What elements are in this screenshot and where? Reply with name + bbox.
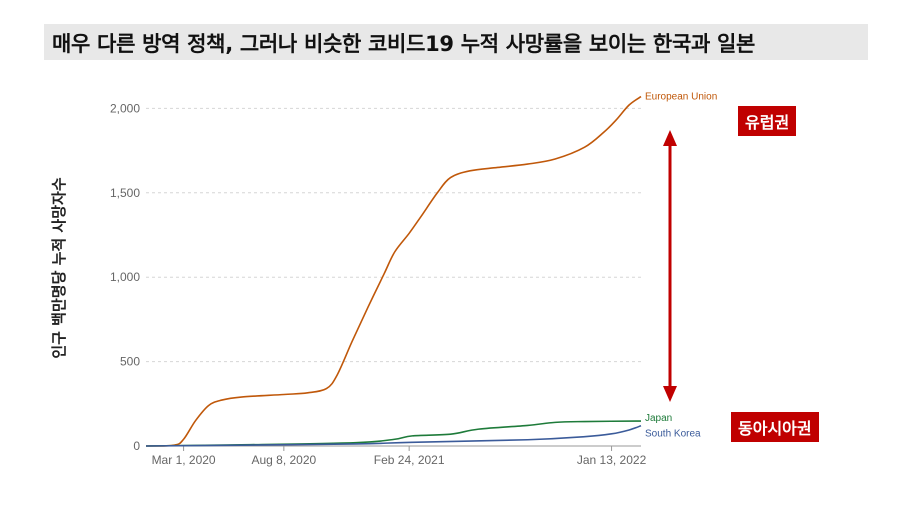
x-tick-label: Jan 13, 2022 [577,453,647,467]
east-asia-badge: 동아시아권 [731,412,819,442]
y-tick-label: 500 [120,355,140,369]
y-tick-label: 1,000 [110,270,140,284]
europe-badge: 유럽권 [738,106,797,136]
x-tick-label: Mar 1, 2020 [152,453,216,467]
series-label: European Union [645,92,717,103]
chart-title: 매우 다른 방역 정책, 그러나 비슷한 코비드19 누적 사망률을 보이는 한… [52,32,756,56]
y-tick-label: 0 [133,439,140,453]
series-label: Japan [645,413,672,424]
range-arrow-head-down [663,386,677,402]
range-arrow-head-up [663,130,677,146]
series-label: South Korea [645,429,701,440]
korea-series-line [145,424,642,447]
y-tick-label: 2,000 [110,101,140,115]
y-tick-label: 1,500 [110,186,140,200]
x-tick-label: Feb 24, 2021 [374,453,445,467]
eu-series-line [145,95,642,447]
title-bar: 매우 다른 방역 정책, 그러나 비슷한 코비드19 누적 사망률을 보이는 한… [44,24,868,60]
x-tick-label: Aug 8, 2020 [251,453,316,467]
